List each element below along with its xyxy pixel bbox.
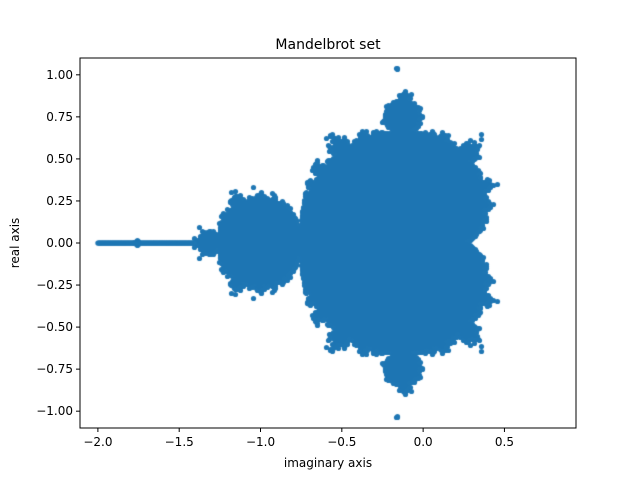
y-tick-label: −0.75 <box>36 362 73 376</box>
x-tick-label: 0.0 <box>414 435 433 449</box>
x-axis-ticks: −2.0 −1.5 −1.0 −0.5 0.0 0.5 <box>83 428 514 449</box>
x-tick-label: 0.5 <box>495 435 514 449</box>
y-tick-label: −0.50 <box>36 320 73 334</box>
y-tick-label: 0.75 <box>46 110 73 124</box>
y-axis-label: real axis <box>8 218 22 269</box>
mandelbrot-scatter-points <box>80 58 576 428</box>
chart-title: Mandelbrot set <box>275 37 381 53</box>
plot-area <box>80 58 576 428</box>
y-tick-label: −1.00 <box>36 404 73 418</box>
y-axis-ticks: −1.00 −0.75 −0.50 −0.25 0.00 0.25 0.50 0.75 1.00 <box>36 68 80 418</box>
y-tick-label: 1.00 <box>46 68 73 82</box>
x-tick-label: −2.0 <box>83 435 112 449</box>
x-tick-label: −0.5 <box>327 435 356 449</box>
x-tick-label: −1.0 <box>246 435 275 449</box>
y-tick-label: 0.25 <box>46 194 73 208</box>
x-tick-label: −1.5 <box>165 435 194 449</box>
y-tick-label: 0.00 <box>46 236 73 250</box>
x-axis-label: imaginary axis <box>284 456 372 470</box>
y-tick-label: −0.25 <box>36 278 73 292</box>
y-tick-label: 0.50 <box>46 152 73 166</box>
